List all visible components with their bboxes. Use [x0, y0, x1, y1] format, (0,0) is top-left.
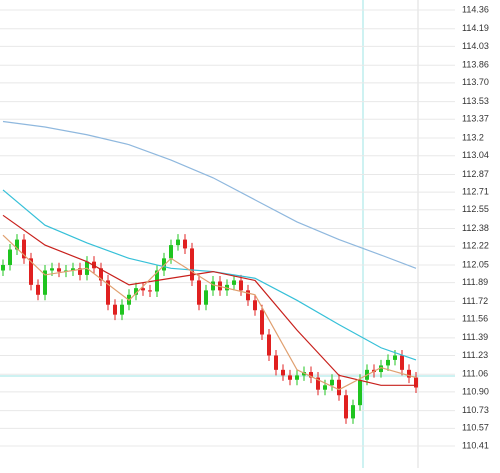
candle-body	[344, 395, 348, 419]
candle-body	[393, 355, 397, 360]
y-tick-label: 110.90	[462, 386, 489, 396]
candle-body	[15, 239, 19, 250]
y-tick-label: 112.55	[462, 204, 489, 214]
candle-body	[141, 288, 145, 291]
candle-body	[8, 249, 12, 265]
candle-body	[1, 264, 5, 271]
candle-body	[43, 270, 47, 295]
y-tick-label: 113.2	[462, 132, 484, 142]
candle-body	[337, 379, 341, 396]
y-tick-label: 114.36	[462, 4, 489, 14]
y-tick-label: 112.87	[462, 169, 489, 179]
y-tick-label: 111.89	[462, 277, 488, 287]
candle-body	[281, 369, 285, 376]
y-tick-label: 114.03	[462, 41, 489, 51]
candle-body	[309, 372, 313, 378]
candle-body	[176, 239, 180, 246]
candle-body	[330, 379, 334, 386]
candle-body	[162, 258, 166, 271]
grid: 110.41 110.57 110.73 110.90 111.06 111.23 111.…	[0, 4, 489, 450]
plot	[1, 120, 418, 424]
y-tick-label: 113.37	[462, 114, 489, 124]
candle-body	[253, 300, 257, 311]
candle-body	[323, 385, 327, 390]
y-tick-label: 113.86	[462, 60, 489, 70]
moving-average-line	[2, 214, 416, 386]
candle-body	[351, 405, 355, 419]
candle-body	[71, 268, 75, 271]
y-tick-label: 113.70	[462, 77, 489, 87]
candle-body	[211, 281, 215, 291]
candle-body	[232, 280, 236, 285]
candle-body	[29, 258, 33, 285]
candle-body	[288, 375, 292, 380]
candle-body	[239, 280, 243, 291]
candle-body	[204, 290, 208, 305]
y-tick-label: 111.06	[462, 369, 488, 379]
y-tick-label: 110.73	[462, 405, 489, 415]
y-tick-label: 113.53	[462, 96, 489, 106]
y-tick-label: 110.57	[462, 423, 489, 433]
candle-body	[36, 284, 40, 295]
y-tick-label: 111.72	[462, 296, 488, 306]
candle-body	[295, 375, 299, 380]
moving-average-line	[2, 120, 417, 269]
candle-body	[260, 310, 264, 335]
candle-body	[316, 377, 320, 390]
candle-body	[134, 288, 138, 295]
y-tick-label: 111.39	[462, 332, 488, 342]
candle-body	[183, 239, 187, 249]
candle-body	[113, 304, 117, 315]
y-tick-label: 110.41	[462, 440, 489, 450]
candle-body	[407, 369, 411, 378]
candle-body	[267, 334, 271, 356]
candle-body	[379, 365, 383, 373]
y-tick-label: 112.22	[462, 241, 489, 251]
candle-body	[400, 355, 404, 370]
y-tick-label: 114.19	[462, 23, 489, 33]
y-tick-label: 112.38	[462, 223, 489, 233]
y-tick-label: 112.05	[462, 259, 489, 269]
y-tick-label: 111.23	[462, 350, 488, 360]
y-tick-label: 111.56	[462, 313, 488, 323]
candle-body	[190, 248, 194, 281]
candle-body	[50, 268, 54, 271]
candle-body	[22, 239, 26, 259]
candle-body	[274, 355, 278, 370]
y-tick-label: 113.04	[462, 150, 489, 160]
moving-average-line	[2, 234, 417, 391]
candle-body	[386, 359, 390, 366]
candle-body	[358, 379, 362, 406]
candle-body	[99, 268, 103, 281]
candle-body	[120, 304, 124, 315]
candle-body	[57, 268, 61, 272]
candle-body	[148, 290, 152, 292]
candle-body	[169, 245, 173, 259]
candle-body	[106, 280, 110, 305]
candle-body	[414, 377, 418, 388]
candle-body	[246, 290, 250, 301]
y-tick-label: 112.71	[462, 187, 489, 197]
candle-body	[197, 280, 201, 305]
candle-body	[78, 268, 82, 275]
